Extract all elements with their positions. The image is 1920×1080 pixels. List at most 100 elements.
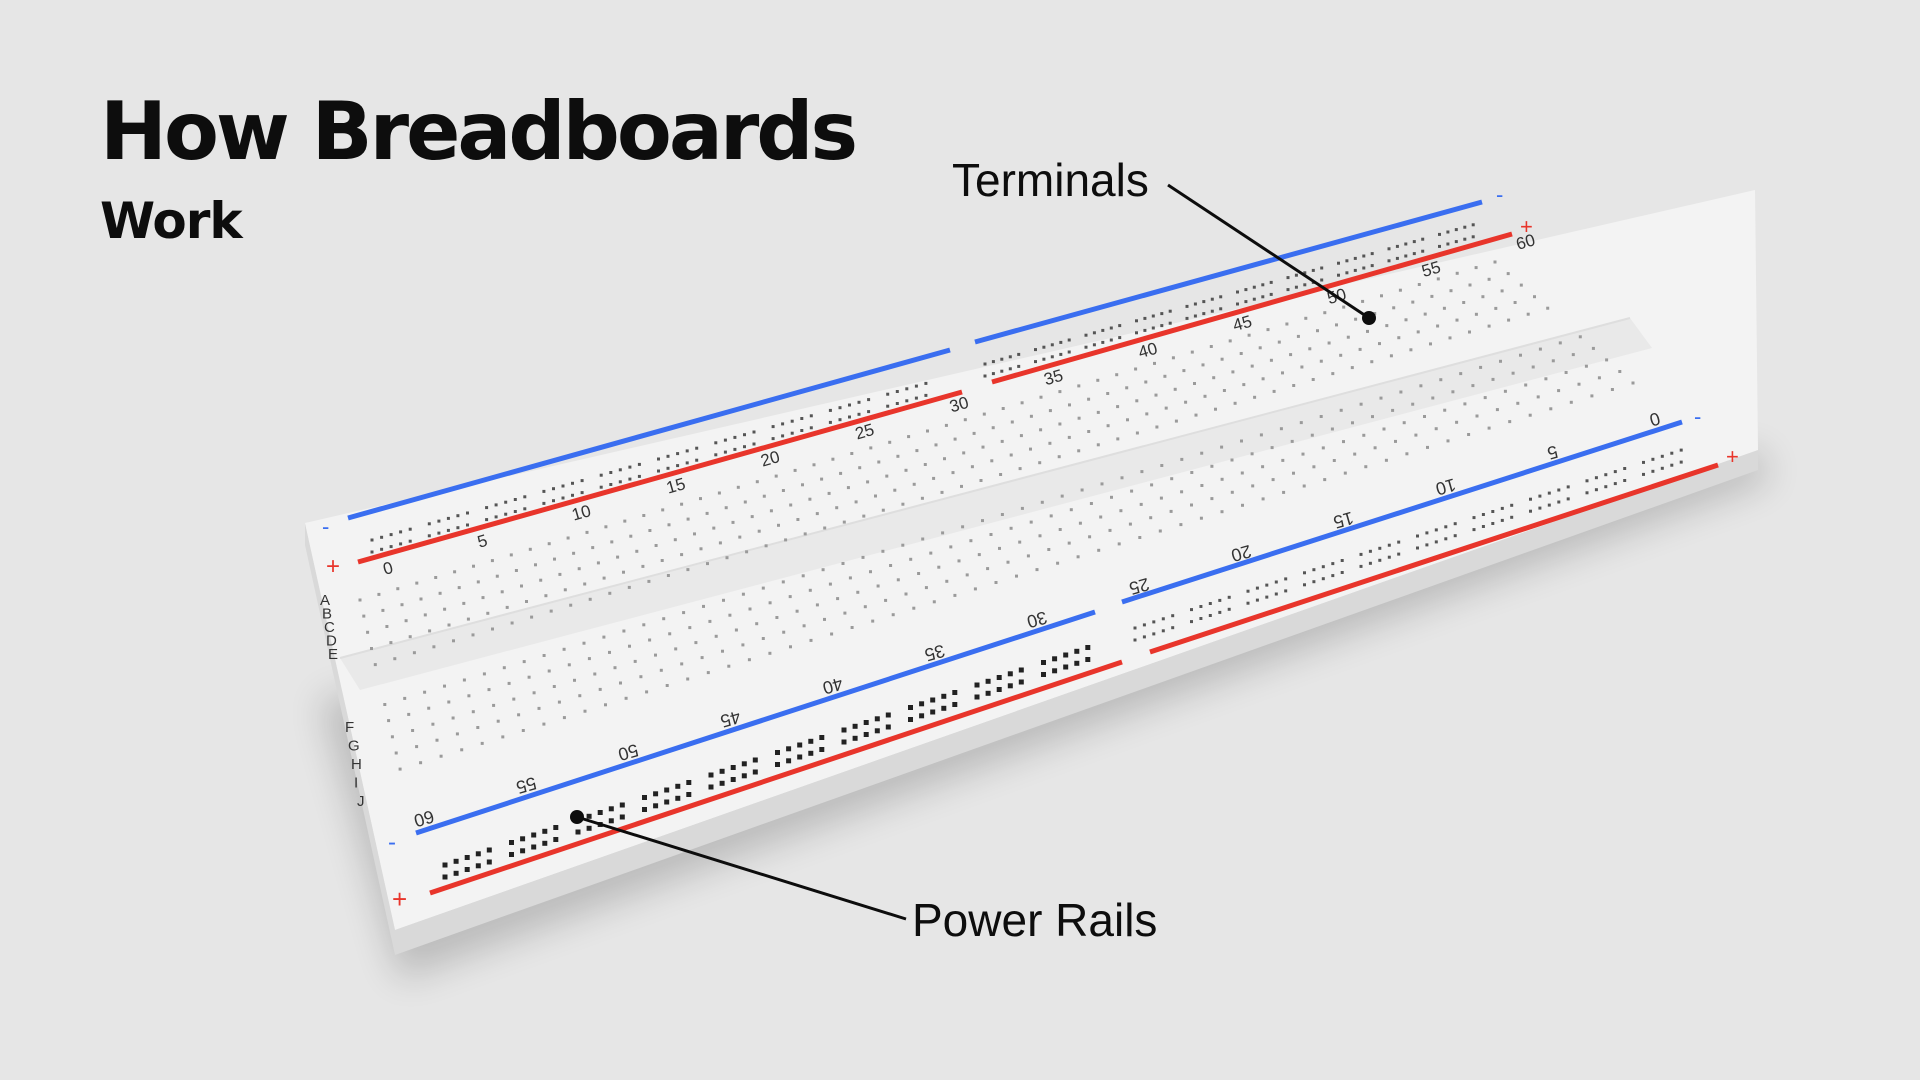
terminal-hole bbox=[1339, 408, 1343, 412]
terminal-hole bbox=[809, 638, 813, 642]
rail-hole bbox=[597, 810, 603, 815]
terminal-hole bbox=[647, 579, 651, 583]
terminal-hole bbox=[1455, 271, 1459, 275]
rail-hole bbox=[642, 795, 647, 800]
terminal-hole bbox=[789, 503, 793, 507]
rail-hole bbox=[908, 717, 913, 722]
rail-hole bbox=[1471, 223, 1475, 227]
terminal-hole bbox=[1126, 418, 1129, 422]
rail-hole bbox=[828, 408, 832, 412]
rail-hole bbox=[1397, 540, 1401, 544]
rail-hole bbox=[908, 705, 913, 710]
terminal-hole bbox=[1364, 465, 1368, 469]
terminal-hole bbox=[1110, 495, 1113, 499]
rail-hole bbox=[494, 515, 498, 519]
terminal-hole bbox=[1578, 335, 1582, 339]
terminal-hole bbox=[926, 429, 929, 433]
rail-hole bbox=[874, 728, 880, 734]
rail-hole bbox=[1063, 664, 1069, 670]
rail-hole bbox=[389, 545, 393, 549]
rail-hole bbox=[1538, 494, 1542, 498]
terminal-hole bbox=[1080, 488, 1084, 492]
terminal-hole bbox=[624, 696, 628, 700]
terminal-hole bbox=[951, 471, 955, 475]
rail-hole bbox=[848, 403, 851, 407]
rail-hole bbox=[800, 429, 804, 432]
rail-hole bbox=[885, 712, 891, 718]
terminal-hole bbox=[1220, 357, 1224, 361]
rail-hole bbox=[852, 735, 858, 741]
rail-hole bbox=[874, 716, 880, 722]
rail-hole bbox=[520, 848, 526, 854]
terminal-hole bbox=[1230, 490, 1234, 494]
rail-hole bbox=[1679, 460, 1683, 464]
rail-hole bbox=[531, 832, 537, 838]
terminal-hole bbox=[1160, 464, 1164, 467]
rail-hole bbox=[1059, 340, 1063, 344]
terminal-hole bbox=[557, 700, 561, 704]
terminal-hole bbox=[1474, 312, 1478, 316]
terminal-hole bbox=[764, 544, 768, 548]
terminal-hole bbox=[457, 586, 461, 590]
rail-hole bbox=[809, 414, 813, 418]
terminal-hole bbox=[858, 466, 862, 470]
terminal-hole bbox=[1281, 371, 1284, 375]
rail-hole bbox=[905, 387, 909, 391]
terminal-hole bbox=[700, 656, 704, 660]
row-label: J bbox=[357, 793, 365, 810]
terminal-hole bbox=[1379, 396, 1383, 400]
rail-hole bbox=[1303, 283, 1307, 287]
terminal-hole bbox=[598, 687, 602, 691]
terminal-hole bbox=[945, 579, 949, 583]
rail-hole bbox=[1594, 476, 1598, 480]
terminal-hole bbox=[408, 635, 412, 639]
terminal-hole bbox=[610, 540, 614, 544]
terminal-hole bbox=[1048, 409, 1052, 413]
rail-hole bbox=[1303, 583, 1306, 587]
terminal-hole bbox=[1250, 364, 1254, 368]
terminal-hole bbox=[1120, 476, 1124, 480]
terminal-hole bbox=[1491, 377, 1495, 381]
rail-hole bbox=[442, 874, 448, 880]
terminal-hole bbox=[1531, 365, 1535, 369]
terminal-hole bbox=[1332, 459, 1336, 462]
rail-hole bbox=[608, 818, 614, 824]
rail-hole bbox=[1151, 326, 1155, 330]
rail-hole bbox=[1294, 285, 1298, 289]
terminal-hole bbox=[447, 623, 451, 627]
terminal-hole bbox=[1487, 324, 1491, 328]
terminal-hole bbox=[1190, 471, 1194, 474]
rail-hole bbox=[1370, 252, 1374, 256]
terminal-hole bbox=[960, 484, 963, 488]
terminal-hole bbox=[1180, 457, 1184, 461]
terminal-hole bbox=[591, 546, 595, 550]
rail-hole bbox=[599, 473, 603, 477]
terminal-hole bbox=[585, 530, 589, 534]
rail-hole bbox=[857, 412, 861, 416]
rail-hole bbox=[1337, 273, 1340, 277]
rail-hole bbox=[1397, 552, 1401, 556]
rail-hole bbox=[1446, 230, 1450, 234]
terminal-hole bbox=[1343, 471, 1347, 475]
terminal-hole bbox=[1001, 407, 1005, 410]
rail-hole bbox=[1331, 574, 1335, 578]
rail-hole bbox=[599, 485, 603, 489]
terminal-hole bbox=[403, 696, 407, 700]
terminal-hole bbox=[688, 626, 692, 630]
rail-hole bbox=[919, 713, 925, 719]
rail-hole bbox=[1594, 488, 1598, 492]
terminal-hole bbox=[654, 653, 657, 657]
terminal-hole bbox=[1481, 295, 1485, 299]
terminal-hole bbox=[795, 609, 799, 613]
terminal-hole bbox=[848, 576, 852, 580]
terminal-hole bbox=[686, 568, 690, 572]
terminal-hole bbox=[667, 523, 671, 527]
rail-hole bbox=[1320, 278, 1324, 282]
rail-hole bbox=[924, 393, 928, 397]
terminal-hole bbox=[1058, 422, 1062, 426]
terminal-hole bbox=[452, 639, 455, 643]
terminal-hole bbox=[1228, 339, 1232, 343]
terminal-hole bbox=[1591, 346, 1595, 350]
terminal-hole bbox=[705, 511, 709, 515]
